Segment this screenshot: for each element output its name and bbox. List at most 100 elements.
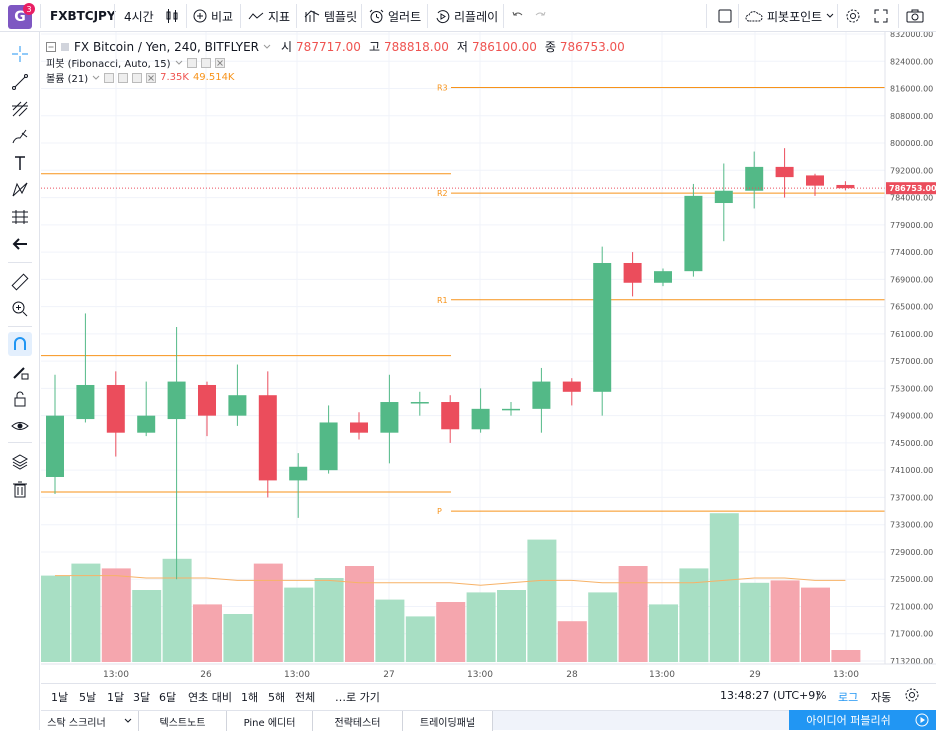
text-tool[interactable] xyxy=(8,151,32,175)
eye-icon[interactable] xyxy=(200,57,211,68)
log-toggle[interactable]: 로그 xyxy=(838,691,859,704)
plus-circle-icon xyxy=(193,9,207,23)
range-toolbar: 1날 5날 1달 3달 6달 연초 대비 1해 5해 전체 …로 가기 13:48:27 (UT… xyxy=(41,683,936,709)
clock[interactable]: 13:48:27 (UTC+9) xyxy=(720,689,820,702)
interval-selector[interactable]: 4시간 xyxy=(124,9,154,24)
crosshair-icon xyxy=(12,46,28,62)
volume-bar xyxy=(831,650,861,662)
percent-toggle[interactable]: % xyxy=(816,689,827,702)
candle-body xyxy=(502,408,520,411)
auto-toggle[interactable]: 자동 xyxy=(871,691,892,704)
price-tick-label: 737000.00 xyxy=(890,493,933,502)
alert-button[interactable]: 얼러트 xyxy=(369,0,421,32)
volume-bar xyxy=(801,587,830,662)
range-button[interactable]: 5해 xyxy=(268,691,286,704)
pattern-tool[interactable] xyxy=(8,178,32,202)
arrow-left-icon xyxy=(12,238,27,250)
chart-legend: FX Bitcoin / Yen, 240, BITFLYER 시 787717.… xyxy=(46,38,625,85)
compare-button[interactable]: 비교 xyxy=(193,0,233,32)
tab-stock-screener[interactable]: 스탁 스크리너 xyxy=(41,711,139,731)
snapshot-button[interactable] xyxy=(906,0,924,32)
price-tick-label: 779000.00 xyxy=(890,221,933,230)
settings-icon[interactable] xyxy=(104,72,115,83)
symbol-search[interactable]: FXBTCJPY xyxy=(50,9,116,23)
range-button[interactable]: 1달 xyxy=(107,691,125,704)
trend-line-tool[interactable] xyxy=(8,70,32,94)
zoom-tool[interactable] xyxy=(8,297,32,321)
close-icon[interactable] xyxy=(146,72,157,83)
chevron-down-icon[interactable] xyxy=(92,75,100,81)
range-button[interactable]: 5날 xyxy=(79,691,97,704)
pivot-indicator-name[interactable]: 피봇 (Fibonacci, Auto, 15) xyxy=(46,59,171,70)
collapse-icon[interactable] xyxy=(46,41,56,52)
magnet-tool[interactable] xyxy=(8,332,32,356)
chart-type-button[interactable] xyxy=(164,0,180,32)
play-icon xyxy=(915,713,929,727)
chart-settings-button[interactable] xyxy=(904,687,920,706)
tab-pine-editor[interactable]: Pine 에디터 xyxy=(227,711,313,731)
tab-text-notes[interactable]: 텍스트노트 xyxy=(139,711,227,731)
bottom-panel-tabs: 스탁 스크리너 텍스트노트 Pine 에디터 전략테스터 트레이딩패널 xyxy=(41,710,936,731)
measure-tool[interactable] xyxy=(8,270,32,294)
range-button[interactable]: 전체 xyxy=(295,691,316,704)
settings-button[interactable] xyxy=(845,0,861,32)
volume-indicator-name[interactable]: 볼륨 (21) xyxy=(46,74,89,85)
layout-button[interactable] xyxy=(718,0,732,32)
range-button[interactable]: 3달 xyxy=(133,691,151,704)
lock-drawings-tool[interactable] xyxy=(8,387,32,411)
cloud-icon xyxy=(745,11,763,22)
indicators-button[interactable]: 지표 xyxy=(248,0,290,32)
price-tick-label: 733000.00 xyxy=(890,521,933,530)
volume-bar xyxy=(375,599,405,662)
price-chart[interactable]: R3 R2 R1 P 832000.00 824000.00 816000.00 808000… xyxy=(41,32,936,682)
fullscreen-button[interactable] xyxy=(874,0,888,32)
time-tick-label: 28 xyxy=(566,670,578,680)
undo-button[interactable] xyxy=(512,0,524,32)
close-icon[interactable] xyxy=(214,57,225,68)
eye-icon[interactable] xyxy=(118,72,129,83)
range-button[interactable]: 6달 xyxy=(159,691,177,704)
volume-bar xyxy=(345,566,374,662)
fib-tool[interactable] xyxy=(8,97,32,121)
more-icon[interactable] xyxy=(132,72,143,83)
volume-bar xyxy=(253,563,283,662)
templates-button[interactable]: 템플릿 xyxy=(304,0,357,32)
candle-body xyxy=(836,184,855,189)
object-tree-tool[interactable] xyxy=(8,450,32,474)
price-tick-label: 800000.00 xyxy=(890,139,933,148)
settings-icon[interactable] xyxy=(186,57,197,68)
undo-icon xyxy=(512,11,523,16)
chevron-down-icon[interactable] xyxy=(263,44,271,50)
remove-drawings-tool[interactable] xyxy=(8,477,32,501)
open-value: 787717.00 xyxy=(296,39,361,54)
volume-bar xyxy=(193,604,222,662)
hide-panel-tool[interactable] xyxy=(8,232,32,256)
candle-body xyxy=(775,166,794,178)
candles-icon xyxy=(166,9,178,23)
volume-bar xyxy=(405,616,435,662)
range-button[interactable]: 1해 xyxy=(241,691,259,704)
prediction-tool[interactable] xyxy=(8,205,32,229)
publish-idea-button[interactable]: 아이디어 퍼블리쉬 xyxy=(789,710,908,730)
chevron-down-icon[interactable] xyxy=(175,60,183,66)
candle-body xyxy=(471,408,490,430)
tab-trading-panel[interactable]: 트레이딩패널 xyxy=(403,711,493,731)
redo-button[interactable] xyxy=(534,0,546,32)
time-tick-label: 13:00 xyxy=(467,670,493,680)
play-button[interactable] xyxy=(908,710,936,730)
tab-strategy-tester[interactable]: 전략테스터 xyxy=(313,711,403,731)
stay-drawing-tool[interactable] xyxy=(8,360,32,384)
symbol-title[interactable]: FX Bitcoin / Yen, 240, BITFLYER xyxy=(74,39,259,54)
pivot-points-dropdown[interactable]: 피봇포인트 xyxy=(745,0,834,32)
price-tick-label: 808000.00 xyxy=(890,112,933,121)
time-tick-label: 13:00 xyxy=(833,670,859,680)
range-button[interactable]: 연초 대비 xyxy=(188,691,232,704)
brush-tool[interactable] xyxy=(8,124,32,148)
volume-bar xyxy=(101,568,131,662)
crosshair-tool[interactable] xyxy=(8,42,32,66)
hide-drawings-tool[interactable] xyxy=(8,414,32,438)
range-button[interactable]: 1날 xyxy=(51,691,69,704)
goto-date-button[interactable]: …로 가기 xyxy=(335,691,380,704)
replay-button[interactable]: 리플레이 xyxy=(435,0,498,32)
high-value: 788818.00 xyxy=(384,39,449,54)
